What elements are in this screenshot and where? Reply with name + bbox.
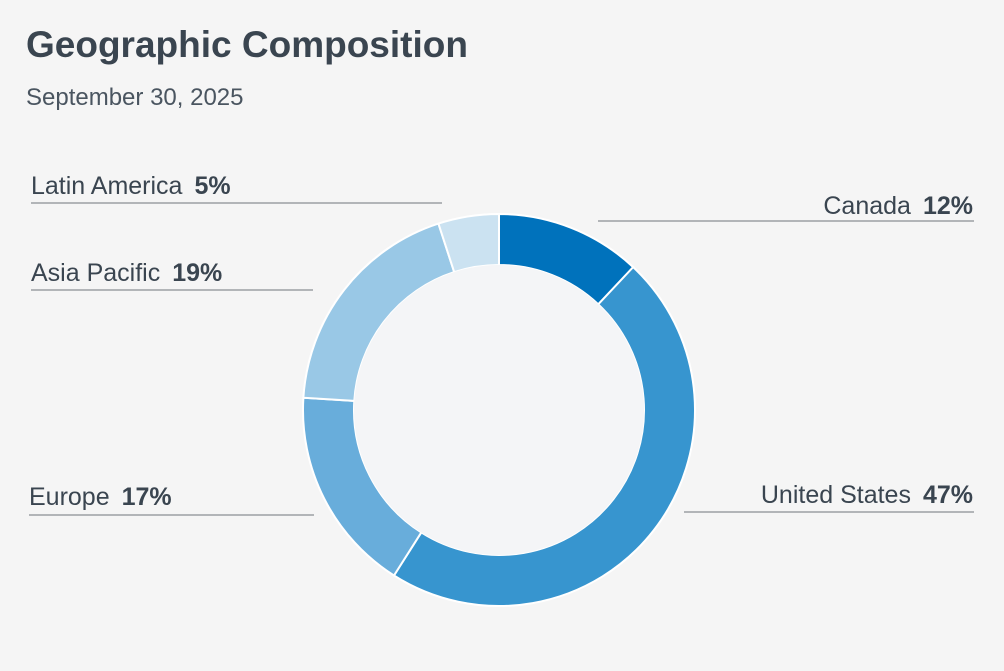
data-label-europe: Europe 17% — [29, 483, 172, 511]
label-value-united-states: 47% — [923, 481, 973, 509]
label-name-asia-pacific: Asia Pacific — [31, 259, 160, 287]
data-label-canada: Canada 12% — [823, 192, 973, 220]
label-value-europe: 17% — [122, 483, 172, 511]
label-name-canada: Canada — [823, 192, 911, 220]
data-label-united-states: United States 47% — [761, 481, 973, 509]
label-name-united-states: United States — [761, 481, 911, 509]
label-value-asia-pacific: 19% — [172, 259, 222, 287]
label-value-latin-america: 5% — [194, 172, 230, 200]
data-label-asia-pacific: Asia Pacific 19% — [31, 259, 222, 287]
chart-title: Geographic Composition — [26, 24, 468, 65]
donut-center — [354, 265, 644, 555]
label-value-canada: 12% — [923, 192, 973, 220]
label-name-europe: Europe — [29, 483, 110, 511]
label-name-latin-america: Latin America — [31, 172, 183, 200]
data-label-latin-america: Latin America 5% — [31, 172, 231, 200]
chart-subtitle: September 30, 2025 — [26, 84, 244, 111]
